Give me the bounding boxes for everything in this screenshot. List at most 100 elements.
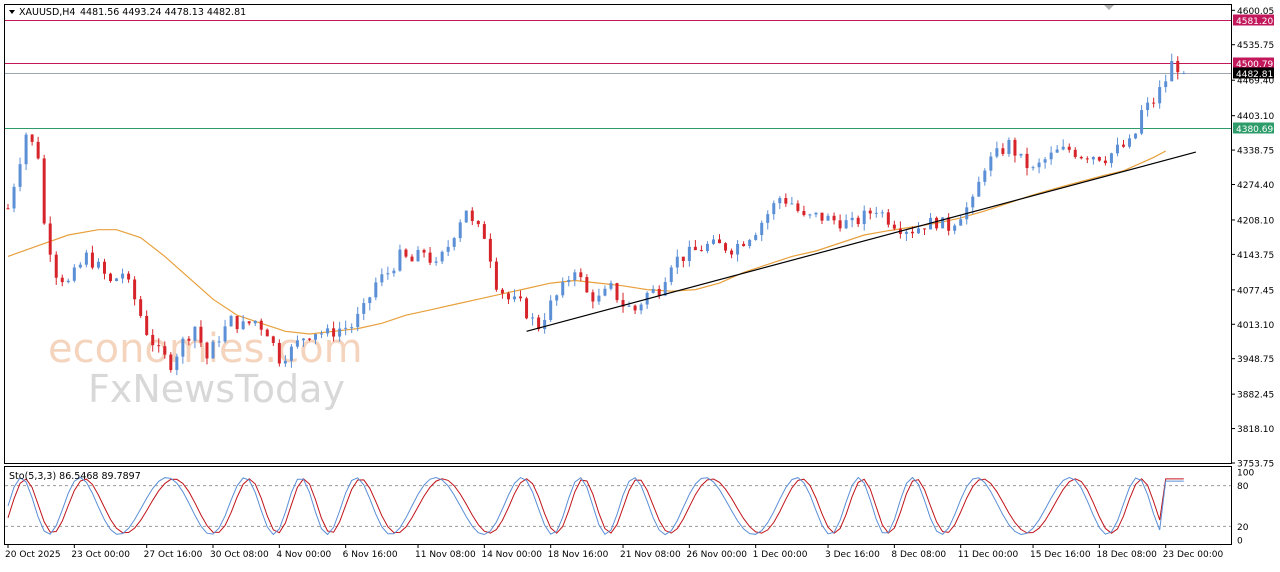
candle — [386, 266, 390, 280]
candle — [585, 274, 589, 293]
candle — [1152, 97, 1156, 108]
candle — [139, 295, 143, 318]
candle — [820, 212, 824, 224]
candle — [1055, 145, 1059, 153]
time-axis: 20 Oct 2025 23 Oct 00:00 27 Oct 16:00 30 Oc… — [5, 544, 1224, 560]
time-tick-label: 6 Nov 16:00 — [343, 550, 398, 560]
candle — [163, 341, 167, 359]
candle — [1013, 137, 1017, 163]
candle — [904, 230, 908, 241]
price-tick-label: 4469.40 — [1237, 77, 1274, 87]
candle — [687, 240, 691, 267]
time-tick-label: 20 Oct 2025 — [5, 550, 61, 560]
candle — [332, 321, 336, 342]
candle — [796, 200, 800, 213]
candle — [778, 196, 782, 210]
price-tick-label: 4013.10 — [1237, 321, 1274, 331]
candle — [380, 268, 384, 287]
price-axis: 4600.05 4535.75 4469.40 4403.10 4338.75 4274.… — [1231, 7, 1274, 470]
candle — [1019, 153, 1023, 158]
candle — [350, 323, 354, 334]
level-label-0: 4581.20 — [1233, 14, 1274, 27]
time-tick-label: 8 Dec 08:00 — [891, 550, 946, 560]
level-label-2: 4482.81 — [1233, 67, 1274, 80]
candle — [1007, 137, 1011, 157]
candle — [718, 234, 722, 244]
level-label-1: 4500.79 — [1233, 57, 1274, 70]
candle — [1049, 146, 1053, 165]
candle — [730, 248, 734, 259]
candle — [54, 251, 58, 285]
candle — [1140, 105, 1144, 136]
time-tick-label: 1 Dec 00:00 — [753, 550, 808, 560]
candle — [639, 302, 643, 315]
candle — [235, 315, 239, 334]
candle — [874, 206, 878, 218]
candle — [1182, 71, 1186, 75]
time-tick-label: 14 Nov 00:00 — [481, 550, 542, 560]
candle — [253, 320, 257, 327]
candle — [699, 245, 703, 252]
stoch-tick-label: 20 — [1237, 523, 1249, 533]
candle — [205, 341, 209, 365]
candle — [651, 285, 655, 294]
stochastic-lines — [7, 476, 1184, 536]
time-tick-label: 27 Oct 16:00 — [144, 550, 203, 560]
stochastic-label: Sto(5,3,3) 86.5468 89.7897 — [9, 471, 141, 482]
candle — [856, 215, 860, 227]
candle — [615, 282, 619, 303]
price-tick-label: 3948.75 — [1237, 355, 1274, 365]
candle — [1001, 143, 1005, 157]
candle — [1176, 56, 1180, 80]
candle — [90, 245, 94, 270]
candle — [301, 338, 305, 347]
candle — [886, 209, 890, 228]
symbol-menu-icon[interactable] — [9, 10, 15, 14]
candle — [1128, 134, 1132, 149]
candle — [892, 220, 896, 231]
candle — [579, 268, 583, 282]
candle — [681, 256, 685, 268]
time-tick-label: 21 Nov 08:00 — [620, 550, 681, 560]
time-tick-label: 11 Nov 08:00 — [415, 550, 476, 560]
candle — [609, 280, 613, 291]
candle — [12, 183, 16, 213]
candle — [241, 315, 245, 331]
candle — [446, 240, 450, 257]
candle — [199, 320, 203, 347]
candle — [115, 277, 119, 282]
candle — [1115, 137, 1119, 157]
candle — [971, 194, 975, 214]
candle — [410, 254, 414, 262]
candle — [187, 335, 191, 346]
time-tick-label: 23 Dec 00:00 — [1163, 550, 1224, 560]
price-tick-label: 4143.75 — [1237, 251, 1274, 261]
candle — [277, 339, 281, 367]
candle — [844, 214, 848, 229]
time-tick-label: 4 Nov 00:00 — [276, 550, 331, 560]
candle — [953, 223, 957, 235]
candle — [862, 205, 866, 231]
price-tick-label: 4338.75 — [1237, 147, 1274, 157]
chart-shift-icon[interactable] — [1104, 5, 1114, 10]
candle — [543, 313, 547, 334]
svg-text:4482.81: 4482.81 — [1236, 70, 1273, 80]
candle — [1146, 97, 1150, 117]
candle — [880, 209, 884, 218]
candle — [754, 232, 758, 241]
candle — [229, 314, 233, 327]
candle — [736, 239, 740, 262]
candle — [1037, 158, 1041, 174]
stoch-k-line — [7, 476, 1184, 536]
candle — [66, 278, 70, 284]
candle — [983, 168, 987, 186]
candle — [675, 249, 679, 275]
candle — [127, 271, 131, 283]
candle — [121, 268, 125, 284]
main-panel-frame — [4, 4, 1232, 464]
candle — [18, 157, 22, 192]
candle — [223, 319, 227, 344]
candle — [482, 221, 486, 240]
support-trendline[interactable] — [526, 151, 1197, 332]
candle — [60, 274, 64, 287]
